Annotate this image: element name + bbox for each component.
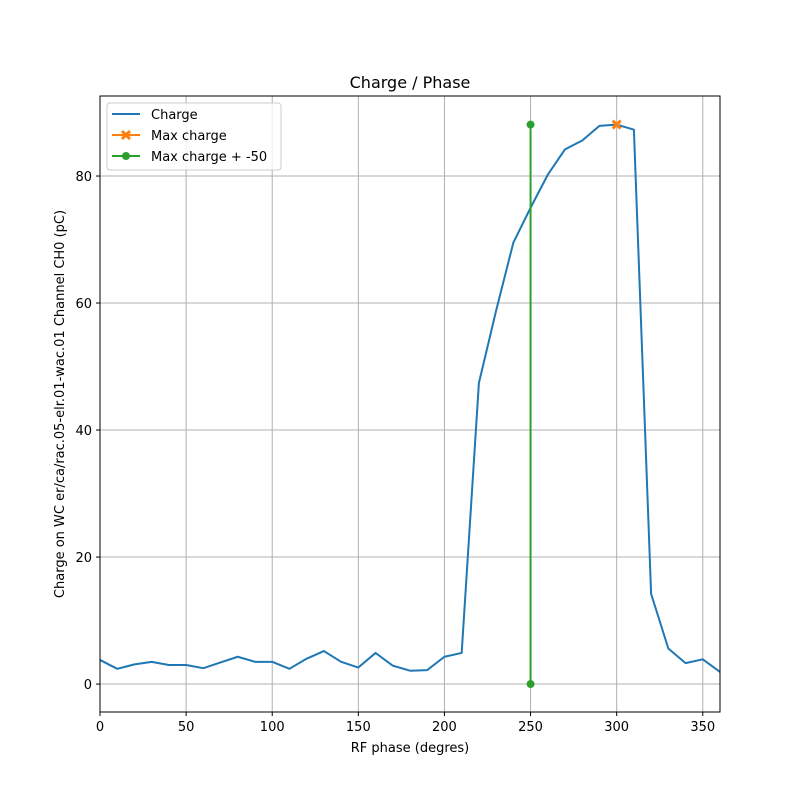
series-max-charge-50 <box>526 120 535 689</box>
legend-marker <box>122 152 130 160</box>
x-tick-label: 300 <box>604 720 629 735</box>
x-tick-label: 200 <box>432 720 457 735</box>
legend-box <box>106 102 282 171</box>
chart-title: Charge / Phase <box>350 73 471 92</box>
legend-label: Charge <box>151 108 198 123</box>
y-tick-label: 20 <box>75 551 92 566</box>
legend: Charge Max charge Max charge + -50 <box>106 102 282 171</box>
data-point <box>526 680 535 689</box>
y-tick-label: 0 <box>84 678 92 693</box>
axes-frame <box>99 95 721 713</box>
data-point <box>526 120 535 129</box>
y-tick-label: 40 <box>75 424 92 439</box>
x-tick-label: 350 <box>690 720 715 735</box>
legend-label: Max charge + -50 <box>151 150 267 165</box>
x-tick-label: 50 <box>178 720 195 735</box>
data-point <box>611 119 622 130</box>
y-axis-label: Charge on WC er/ca/rac.05-elr.01-wac.01 … <box>53 210 68 598</box>
x-tick-label: 100 <box>260 720 285 735</box>
x-tick-label: 150 <box>346 720 371 735</box>
x-axis-label: RF phase (degres) <box>351 741 469 756</box>
legend-label: Max charge <box>151 129 227 144</box>
y-tick-label: 80 <box>75 170 92 185</box>
legend-marker <box>120 129 132 141</box>
x-tick-label: 0 <box>96 720 104 735</box>
grid <box>99 96 720 712</box>
series-layer <box>99 119 721 689</box>
ticks: 0 50 100 150 200 250 300 350 0 20 40 60 80 <box>75 170 715 735</box>
series-max-charge <box>611 119 622 130</box>
x-tick-label: 250 <box>518 720 543 735</box>
y-tick-label: 60 <box>75 297 92 312</box>
